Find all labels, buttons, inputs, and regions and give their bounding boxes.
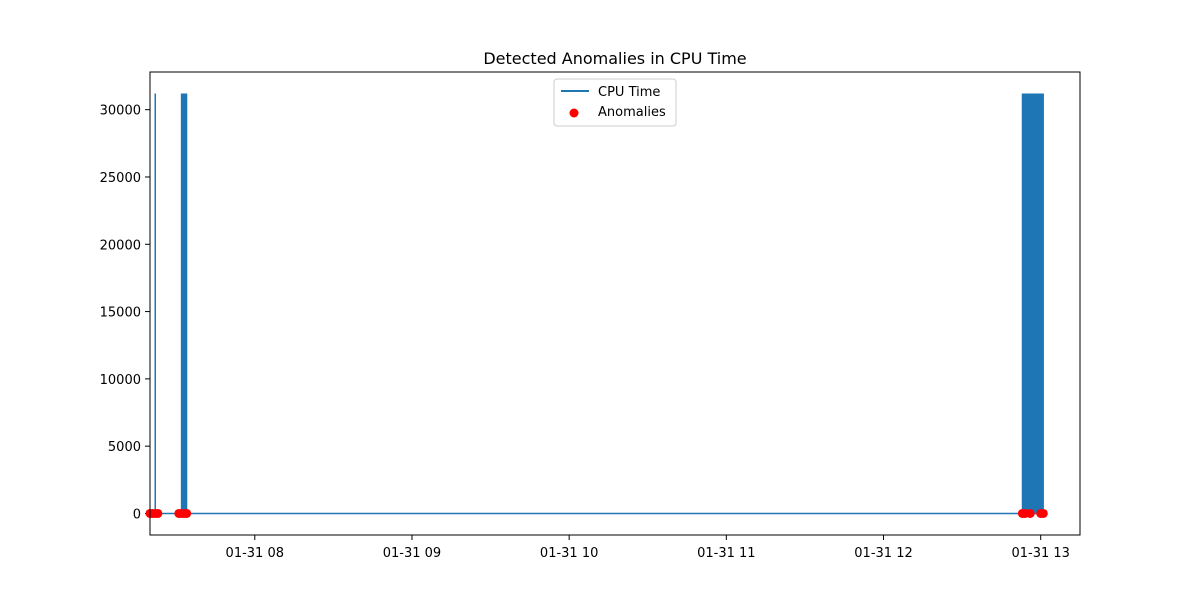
cpu-time-spike-group (1021, 93, 1044, 514)
y-tick-label: 0 (133, 507, 141, 522)
x-tick-label: 01-31 11 (697, 546, 755, 561)
x-axis: 01-31 08 01-31 09 01-31 10 01-31 11 01-31 12… (226, 535, 1070, 561)
anomaly-point (182, 508, 192, 518)
anomaly-point (1038, 508, 1048, 518)
cpu-time-spike-group (180, 93, 188, 514)
anomaly-point (1025, 508, 1035, 518)
y-tick-label: 5000 (108, 440, 141, 455)
series-layer (145, 93, 1048, 518)
y-tick-label: 20000 (100, 238, 141, 253)
x-tick-label: 01-31 10 (540, 546, 598, 561)
y-tick-label: 15000 (100, 306, 141, 321)
plot-area (150, 72, 1080, 535)
y-tick-label: 30000 (100, 104, 141, 119)
x-tick-label: 01-31 13 (1011, 546, 1069, 561)
legend: CPU Time Anomalies (553, 78, 677, 127)
x-tick-label: 01-31 08 (226, 546, 284, 561)
x-tick-label: 01-31 09 (383, 546, 441, 561)
chart-title: Detected Anomalies in CPU Time (483, 49, 746, 68)
y-axis: 0 5000 10000 15000 20000 25000 30000 (100, 104, 150, 522)
legend-label-anomalies: Anomalies (598, 105, 666, 120)
x-tick-label: 01-31 12 (854, 546, 912, 561)
plot-frame (149, 71, 1081, 536)
legend-label-cpu-time: CPU Time (598, 85, 660, 100)
anomaly-point (153, 508, 163, 518)
legend-dot-swatch (569, 108, 579, 118)
y-tick-label: 10000 (100, 373, 141, 388)
y-tick-label: 25000 (100, 171, 141, 186)
